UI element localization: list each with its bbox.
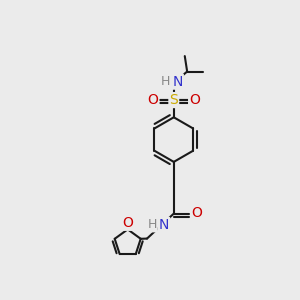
Text: H: H (147, 218, 157, 231)
Text: O: O (191, 206, 202, 220)
Text: S: S (169, 93, 178, 107)
Text: O: O (189, 93, 200, 107)
Text: O: O (148, 93, 158, 107)
Text: N: N (159, 218, 169, 232)
Text: O: O (122, 216, 133, 230)
Text: N: N (172, 75, 183, 88)
Text: H: H (161, 75, 170, 88)
